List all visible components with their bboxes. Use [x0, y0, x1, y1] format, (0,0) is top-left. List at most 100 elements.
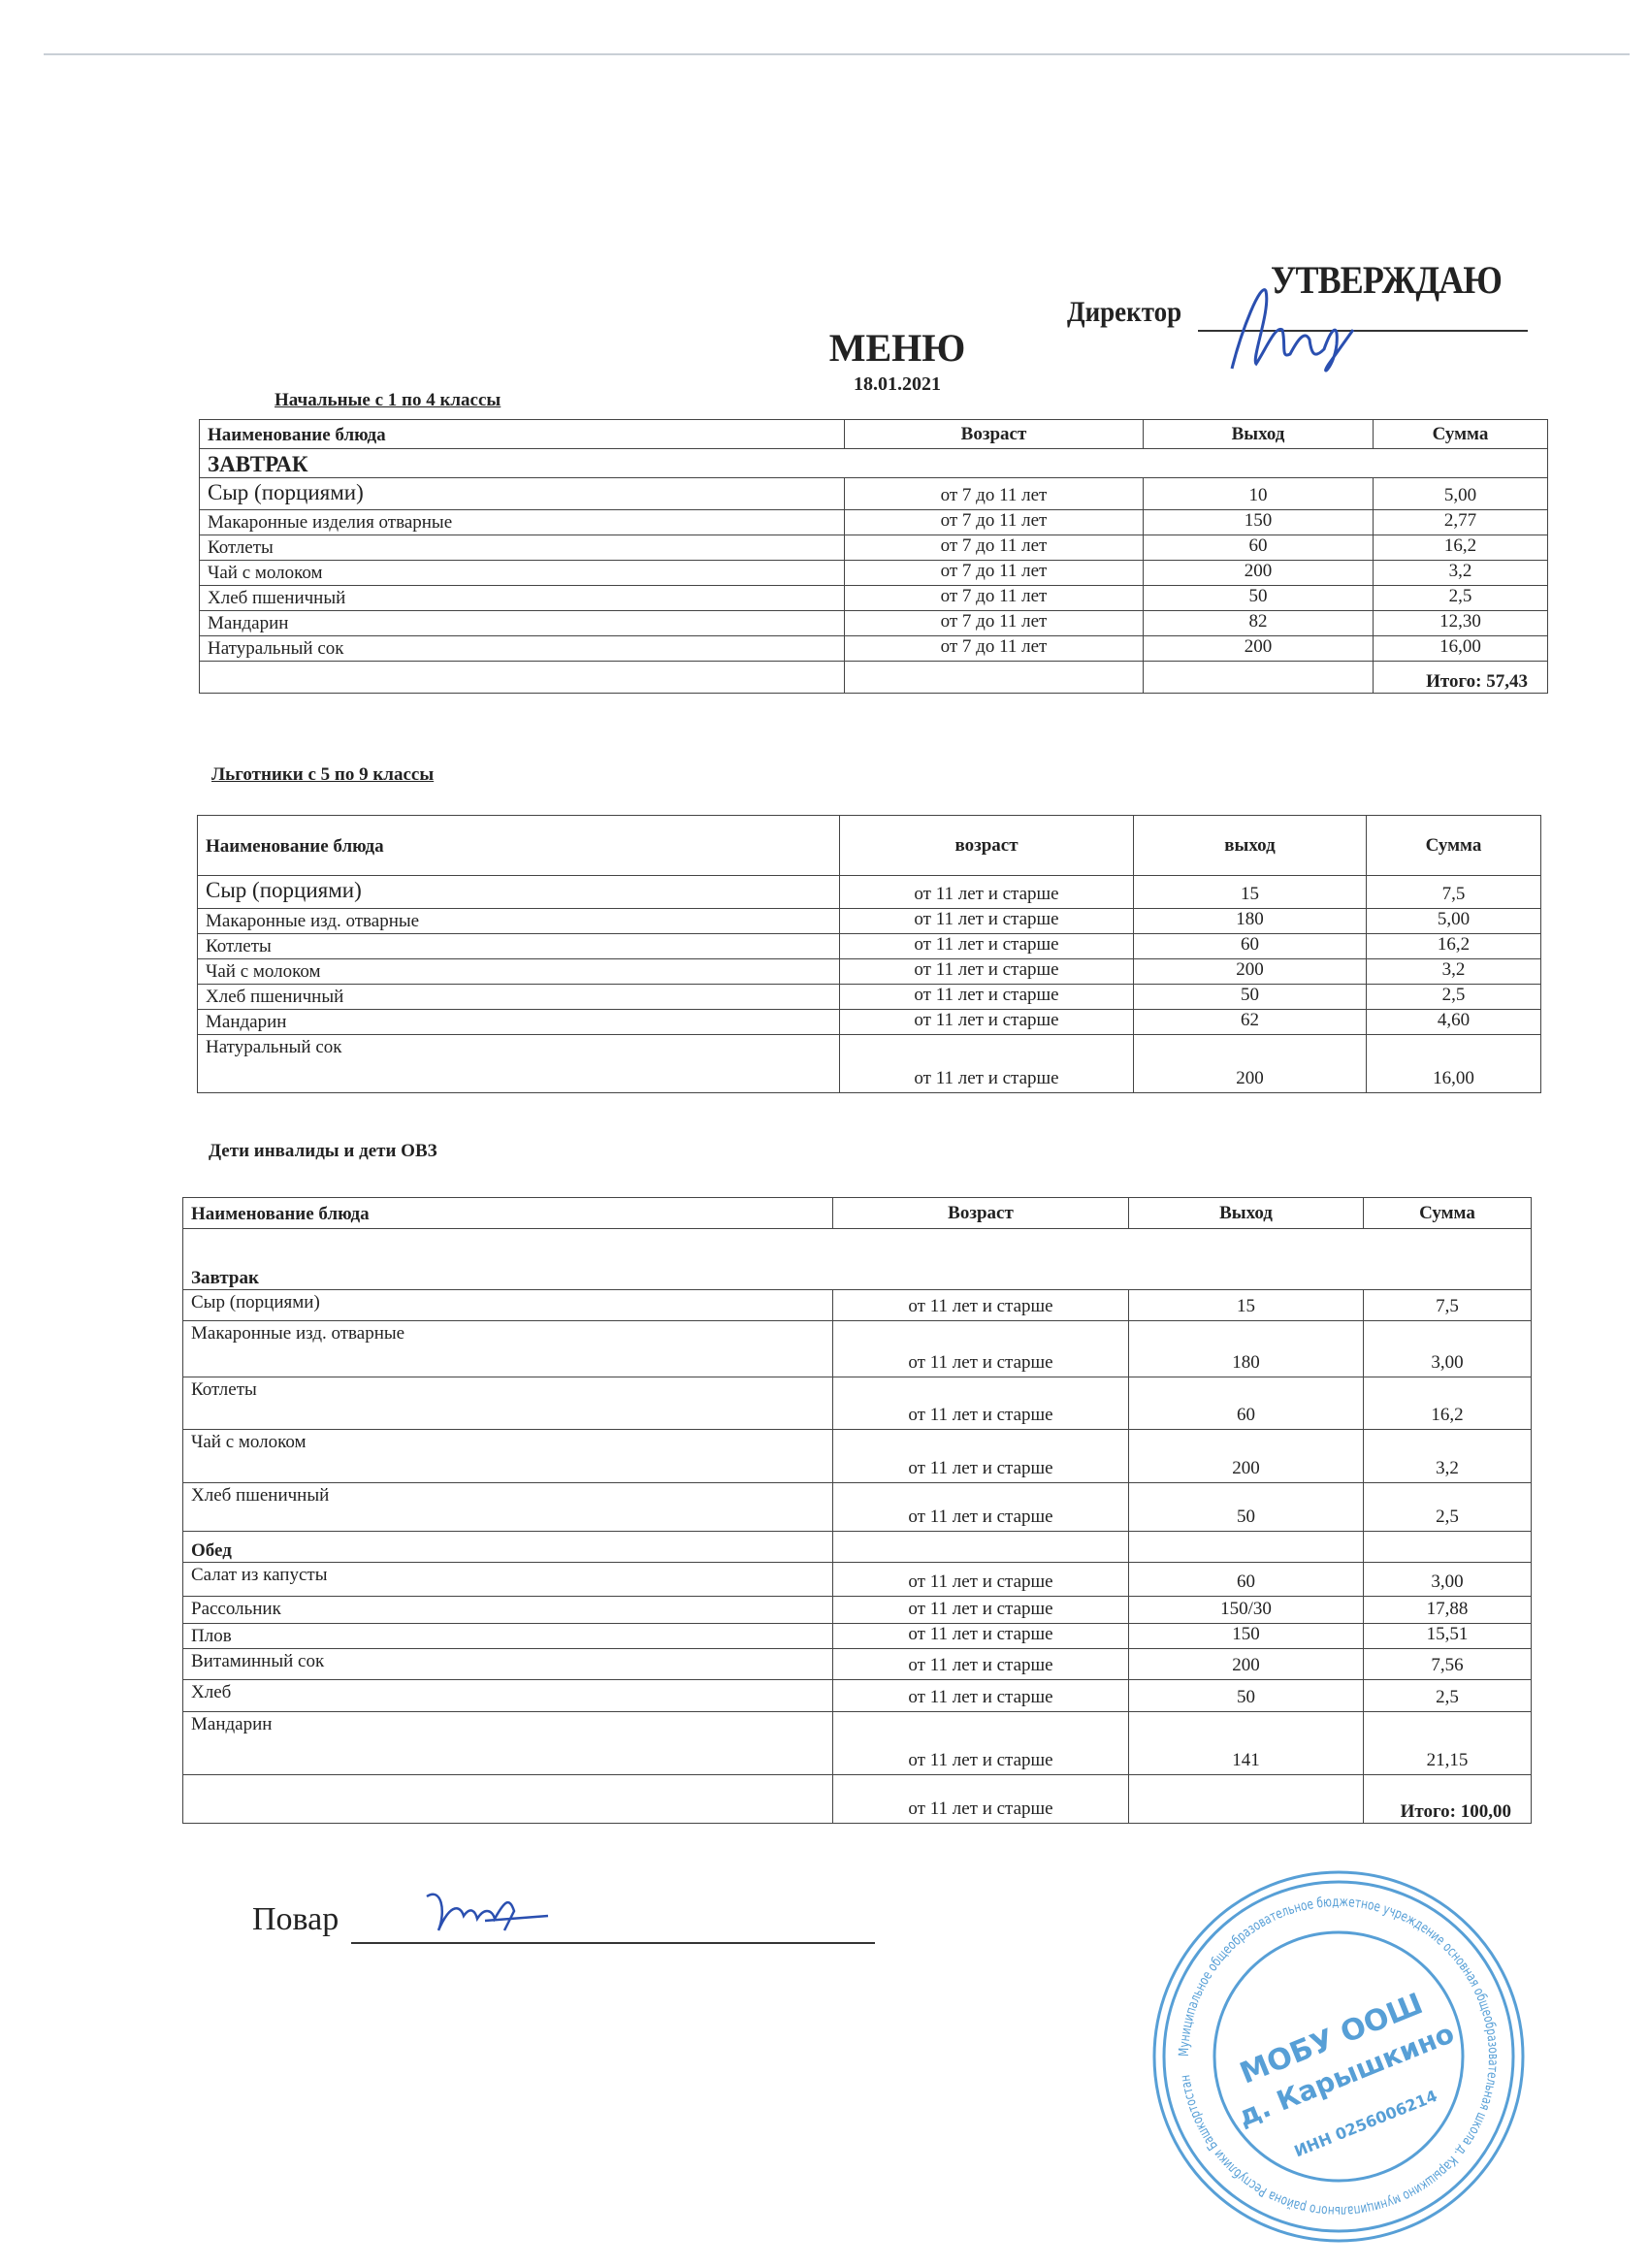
meal-section-row: Завтрак	[182, 1228, 1532, 1290]
cell-sum: Итого: 100,00	[1363, 1774, 1532, 1824]
cell-age: от 7 до 11 лет	[844, 535, 1144, 561]
section-title-beneficiaries: Льготники с 5 по 9 классы	[211, 764, 435, 785]
approve-heading: УТВЕРЖДАЮ	[1271, 258, 1503, 302]
cell-age: от 7 до 11 лет	[844, 585, 1144, 611]
table-row: Чай с молоком от 11 лет и старше 200 3,2	[182, 1429, 1532, 1483]
cell-name: Сыр (порциями)	[182, 1289, 833, 1321]
menu-date: 18.01.2021	[854, 373, 941, 395]
cell-sum: 2,5	[1363, 1679, 1532, 1712]
cell-age: от 11 лет и старше	[832, 1320, 1129, 1377]
table-row: Сыр (порциями) от 11 лет и старше 15 7,5	[197, 875, 1541, 909]
cell-name	[182, 1774, 833, 1824]
table-header-row: Наименование блюда возраст выход Сумма	[197, 815, 1541, 876]
cell-sum: 3,00	[1363, 1562, 1532, 1597]
cell-out: 60	[1143, 535, 1374, 561]
cell-sum: 16,00	[1366, 1034, 1541, 1093]
table-header-row: Наименование блюда Возраст Выход Сумма	[199, 419, 1548, 449]
table-row: Мандарин от 11 лет и старше 141 21,15	[182, 1711, 1532, 1775]
empty-cell	[1363, 1531, 1532, 1563]
cell-out: 180	[1133, 908, 1367, 934]
meal-section-label: Завтрак	[182, 1228, 1532, 1290]
table-row: Натуральный сок от 11 лет и старше 200 16,0…	[197, 1034, 1541, 1093]
table-row: Хлеб пшеничный от 11 лет и старше 50 2,5	[182, 1482, 1532, 1532]
cell-name: Хлеб	[182, 1679, 833, 1712]
cell-name: Макаронные изделия отварные	[199, 509, 845, 535]
cell-name: Макаронные изд. отварные	[182, 1320, 833, 1377]
cell-name	[199, 661, 845, 694]
cell-age: от 11 лет и старше	[832, 1562, 1129, 1597]
cell-sum: 3,2	[1363, 1429, 1532, 1483]
column-header-sum: Сумма	[1366, 815, 1541, 876]
cell-sum: 2,5	[1366, 984, 1541, 1010]
section-title-disabled: Дети инвалиды и дети ОВЗ	[209, 1141, 437, 1161]
column-header-name: Наименование блюда	[197, 815, 840, 876]
cell-age	[844, 661, 1144, 694]
total-row: Итого: 57,43	[199, 661, 1548, 694]
cell-sum: 3,00	[1363, 1320, 1532, 1377]
column-header-name: Наименование блюда	[199, 419, 845, 449]
cell-out: 10	[1143, 477, 1374, 510]
cell-name: Мандарин	[199, 610, 845, 636]
cell-sum: 2,77	[1373, 509, 1548, 535]
cell-name: Чай с молоком	[199, 560, 845, 586]
cell-out: 200	[1143, 560, 1374, 586]
cell-name: Чай с молоком	[197, 958, 840, 985]
meal-section-label: ЗАВТРАК	[199, 448, 1548, 478]
table-header-row: Наименование блюда Возраст Выход Сумма	[182, 1197, 1532, 1229]
menu-table-primary: Наименование блюда Возраст Выход Сумма ЗАВТР…	[199, 419, 1548, 694]
cook-label: Повар	[252, 1901, 340, 1937]
cell-name: Котлеты	[199, 535, 845, 561]
empty-cell	[832, 1531, 1129, 1563]
cell-out: 15	[1133, 875, 1367, 909]
cell-out: 200	[1133, 1034, 1367, 1093]
cell-age: от 11 лет и старше	[839, 908, 1134, 934]
cell-sum: 16,2	[1366, 933, 1541, 959]
table-row: Чай с молоком от 7 до 11 лет 200 3,2	[199, 560, 1548, 586]
cell-out: 200	[1128, 1648, 1364, 1680]
cell-out: 150	[1143, 509, 1374, 535]
cell-name: Хлеб пшеничный	[199, 585, 845, 611]
svg-text:Муниципальное общеобразователь: Муниципальное общеобразовательное бюджет…	[1177, 1895, 1501, 2219]
column-header-age: Возраст	[844, 419, 1144, 449]
column-header-name: Наименование блюда	[182, 1197, 833, 1229]
cell-out: 141	[1128, 1711, 1364, 1775]
top-border-line	[44, 53, 1630, 55]
cell-out: 200	[1128, 1429, 1364, 1483]
cook-signature-line	[351, 1942, 875, 1944]
cell-age: от 7 до 11 лет	[844, 477, 1144, 510]
cell-age: от 11 лет и старше	[832, 1648, 1129, 1680]
cell-age: от 7 до 11 лет	[844, 635, 1144, 662]
cell-age: от 7 до 11 лет	[844, 560, 1144, 586]
menu-table-beneficiaries: Наименование блюда возраст выход Сумма Сыр (…	[197, 815, 1541, 1093]
cell-age: от 11 лет и старше	[832, 1711, 1129, 1775]
cell-sum: 16,2	[1373, 535, 1548, 561]
cell-out: 15	[1128, 1289, 1364, 1321]
cell-sum: 3,2	[1373, 560, 1548, 586]
cell-name: Салат из капусты	[182, 1562, 833, 1597]
cell-age: от 11 лет и старше	[839, 984, 1134, 1010]
cell-out: 50	[1143, 585, 1374, 611]
cell-out	[1143, 661, 1374, 694]
table-row: Мандарин от 7 до 11 лет 82 12,30	[199, 610, 1548, 636]
table-row: Макаронные изделия отварные от 7 до 11 ле…	[199, 509, 1548, 535]
meal-section-row: ЗАВТРАК	[199, 448, 1548, 478]
cook-signature	[426, 1893, 549, 1931]
cell-age: от 11 лет и старше	[832, 1429, 1129, 1483]
column-header-sum: Сумма	[1373, 419, 1548, 449]
cell-out: 50	[1128, 1679, 1364, 1712]
cell-age: от 11 лет и старше	[839, 958, 1134, 985]
table-row: Котлеты от 7 до 11 лет 60 16,2	[199, 535, 1548, 561]
stamp-ring-text: Муниципальное общеобразовательное бюджет…	[1177, 1895, 1501, 2219]
cell-name: Котлеты	[197, 933, 840, 959]
total-row: от 11 лет и старше Итого: 100,00	[182, 1774, 1532, 1824]
column-header-age: Возраст	[832, 1197, 1129, 1229]
table-row: Котлеты от 11 лет и старше 60 16,2	[182, 1377, 1532, 1430]
director-label: Директор	[1067, 296, 1182, 328]
page-title: МЕНЮ	[828, 326, 966, 370]
column-header-out: Выход	[1128, 1197, 1364, 1229]
column-header-out: выход	[1133, 815, 1367, 876]
cell-age: от 11 лет и старше	[832, 1482, 1129, 1532]
meal-section-row: Обед	[182, 1531, 1532, 1563]
column-header-sum: Сумма	[1363, 1197, 1532, 1229]
empty-cell	[1128, 1531, 1364, 1563]
